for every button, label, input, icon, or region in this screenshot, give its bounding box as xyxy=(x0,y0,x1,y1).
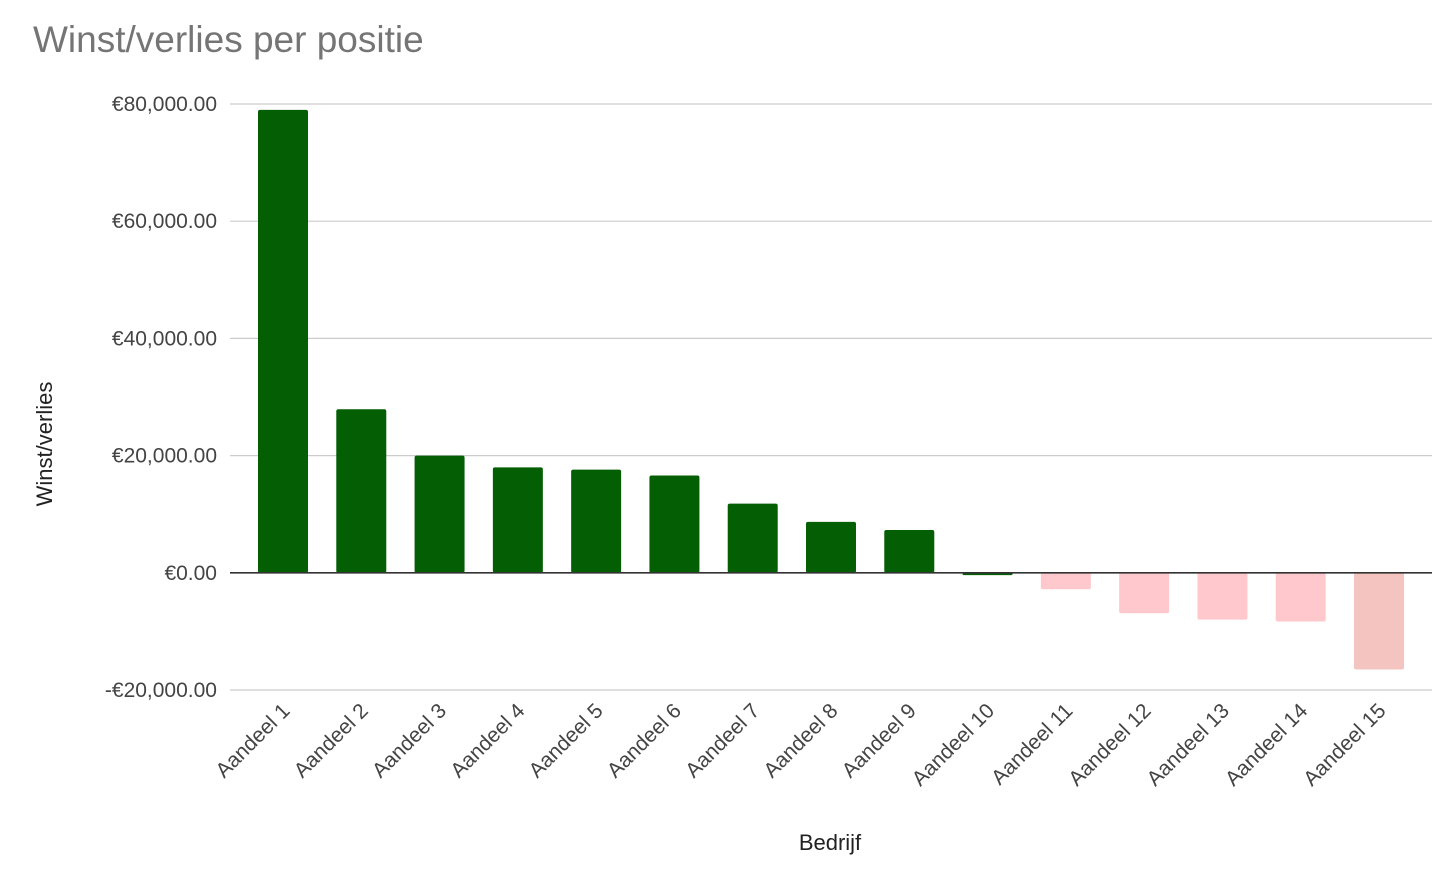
bar-1 xyxy=(258,109,308,573)
y-tick-label: €0.00 xyxy=(164,562,217,585)
bar-8 xyxy=(806,521,856,573)
gridlines xyxy=(230,103,1432,691)
bar-13 xyxy=(1197,572,1248,620)
bar-15 xyxy=(1354,572,1404,670)
bar-11 xyxy=(1040,572,1091,590)
x-tick-label: Aandeel 6 xyxy=(603,699,686,782)
bar-2 xyxy=(336,409,387,573)
bar-5 xyxy=(571,469,622,573)
bar-9 xyxy=(884,530,935,573)
bar-3 xyxy=(414,455,465,573)
x-tick-label: Aandeel 4 xyxy=(446,699,529,782)
bar-12 xyxy=(1119,572,1170,614)
bar-7 xyxy=(727,503,778,573)
y-tick-label: €20,000.00 xyxy=(112,445,217,468)
x-tick-label: Aandeel 8 xyxy=(759,699,842,782)
bar-4 xyxy=(492,467,543,573)
x-tick-label: Aandeel 12 xyxy=(1064,699,1155,790)
x-axis-title: Bedrijf xyxy=(799,830,862,855)
y-tick-label: €80,000.00 xyxy=(112,93,217,116)
bar-6 xyxy=(649,475,700,573)
x-tick-label: Aandeel 9 xyxy=(838,699,921,782)
y-tick-label: €60,000.00 xyxy=(112,210,217,233)
x-tick-label: Aandeel 2 xyxy=(290,699,373,782)
x-tick-label: Aandeel 3 xyxy=(368,699,451,782)
x-tick-label: Aandeel 1 xyxy=(211,699,294,782)
y-axis-ticks: €80,000.00 €60,000.00 €40,000.00 €20,000.00… xyxy=(105,93,217,702)
y-axis-title: Winst/verlies xyxy=(32,382,57,507)
bars xyxy=(258,109,1404,670)
bar-14 xyxy=(1275,572,1326,622)
x-tick-label: Aandeel 5 xyxy=(525,699,608,782)
x-tick-label: Aandeel 13 xyxy=(1143,699,1234,790)
x-tick-label: Aandeel 11 xyxy=(987,699,1077,789)
chart-title: Winst/verlies per positie xyxy=(33,19,424,60)
x-tick-label: Aandeel 15 xyxy=(1299,699,1390,790)
x-tick-label: Aandeel 10 xyxy=(908,699,999,790)
x-tick-label: Aandeel 14 xyxy=(1221,699,1313,791)
x-tick-label: Aandeel 7 xyxy=(681,699,764,782)
y-tick-label: -€20,000.00 xyxy=(105,679,217,702)
y-tick-label: €40,000.00 xyxy=(112,327,217,350)
